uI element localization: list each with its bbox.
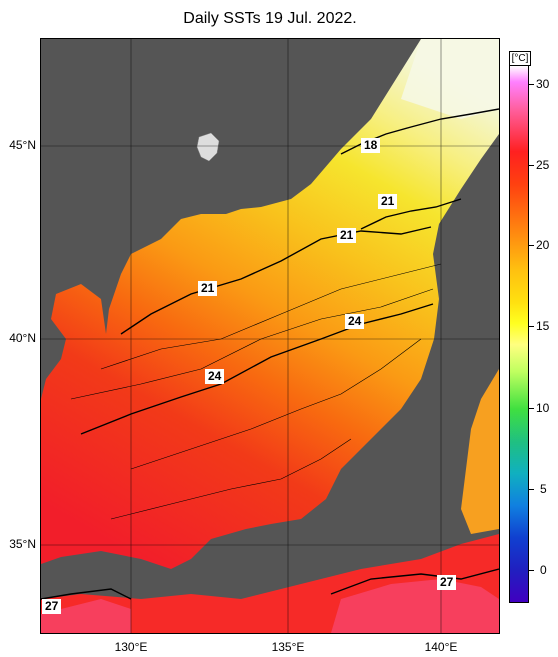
contour-label-18: 18: [361, 138, 381, 153]
colorbar-unit: [°C]: [509, 51, 531, 66]
lon-label-130e: 130°E: [114, 640, 148, 654]
contour-label-24-east: 24: [345, 314, 365, 329]
lon-label-135e: 135°E: [271, 640, 305, 654]
colorbar-tick-0: [529, 570, 534, 571]
warm-pool-west: [41, 599, 131, 633]
warm-pool: [331, 579, 499, 633]
colorbar-label-15: 15: [536, 319, 550, 333]
sst-map-canvas: [41, 39, 499, 633]
contour-label-27-west: 27: [42, 599, 62, 614]
contour-label-21-north: 21: [378, 194, 398, 209]
sea-area: [41, 39, 499, 569]
map-title: Daily SSTs 19 Jul. 2022.: [183, 10, 357, 27]
gridlines: [41, 39, 499, 633]
contour-label-21-west: 21: [198, 281, 218, 296]
colorbar-label-10: 10: [536, 401, 550, 415]
colorbar-label-25: 25: [536, 158, 550, 172]
colorbar-tick-15: [529, 326, 534, 327]
contours: [41, 108, 499, 600]
colorbar-tick-20: [529, 245, 534, 246]
sst-map[interactable]: [40, 38, 500, 634]
island: [196, 132, 220, 162]
lon-label-140e: 140°E: [424, 640, 458, 654]
colorbar-label-5: 5: [540, 482, 547, 496]
east-sea: [461, 369, 499, 534]
contour-label-21-center: 21: [337, 228, 357, 243]
colorbar: [509, 65, 529, 603]
cold-patch: [401, 39, 499, 119]
colorbar-tick-5: [529, 489, 534, 490]
colorbar-tick-30: [529, 84, 534, 85]
lat-label-35n: 35°N: [9, 537, 36, 551]
colorbar-tick-10: [529, 408, 534, 409]
colorbar-tick-25: [529, 165, 534, 166]
colorbar-label-30: 30: [536, 77, 550, 91]
lat-label-45n: 45°N: [9, 138, 36, 152]
colorbar-label-0: 0: [540, 563, 547, 577]
contour-label-24-west: 24: [205, 369, 225, 384]
contour-label-27-east: 27: [437, 575, 457, 590]
lat-label-40n: 40°N: [9, 331, 36, 345]
colorbar-label-20: 20: [536, 238, 550, 252]
